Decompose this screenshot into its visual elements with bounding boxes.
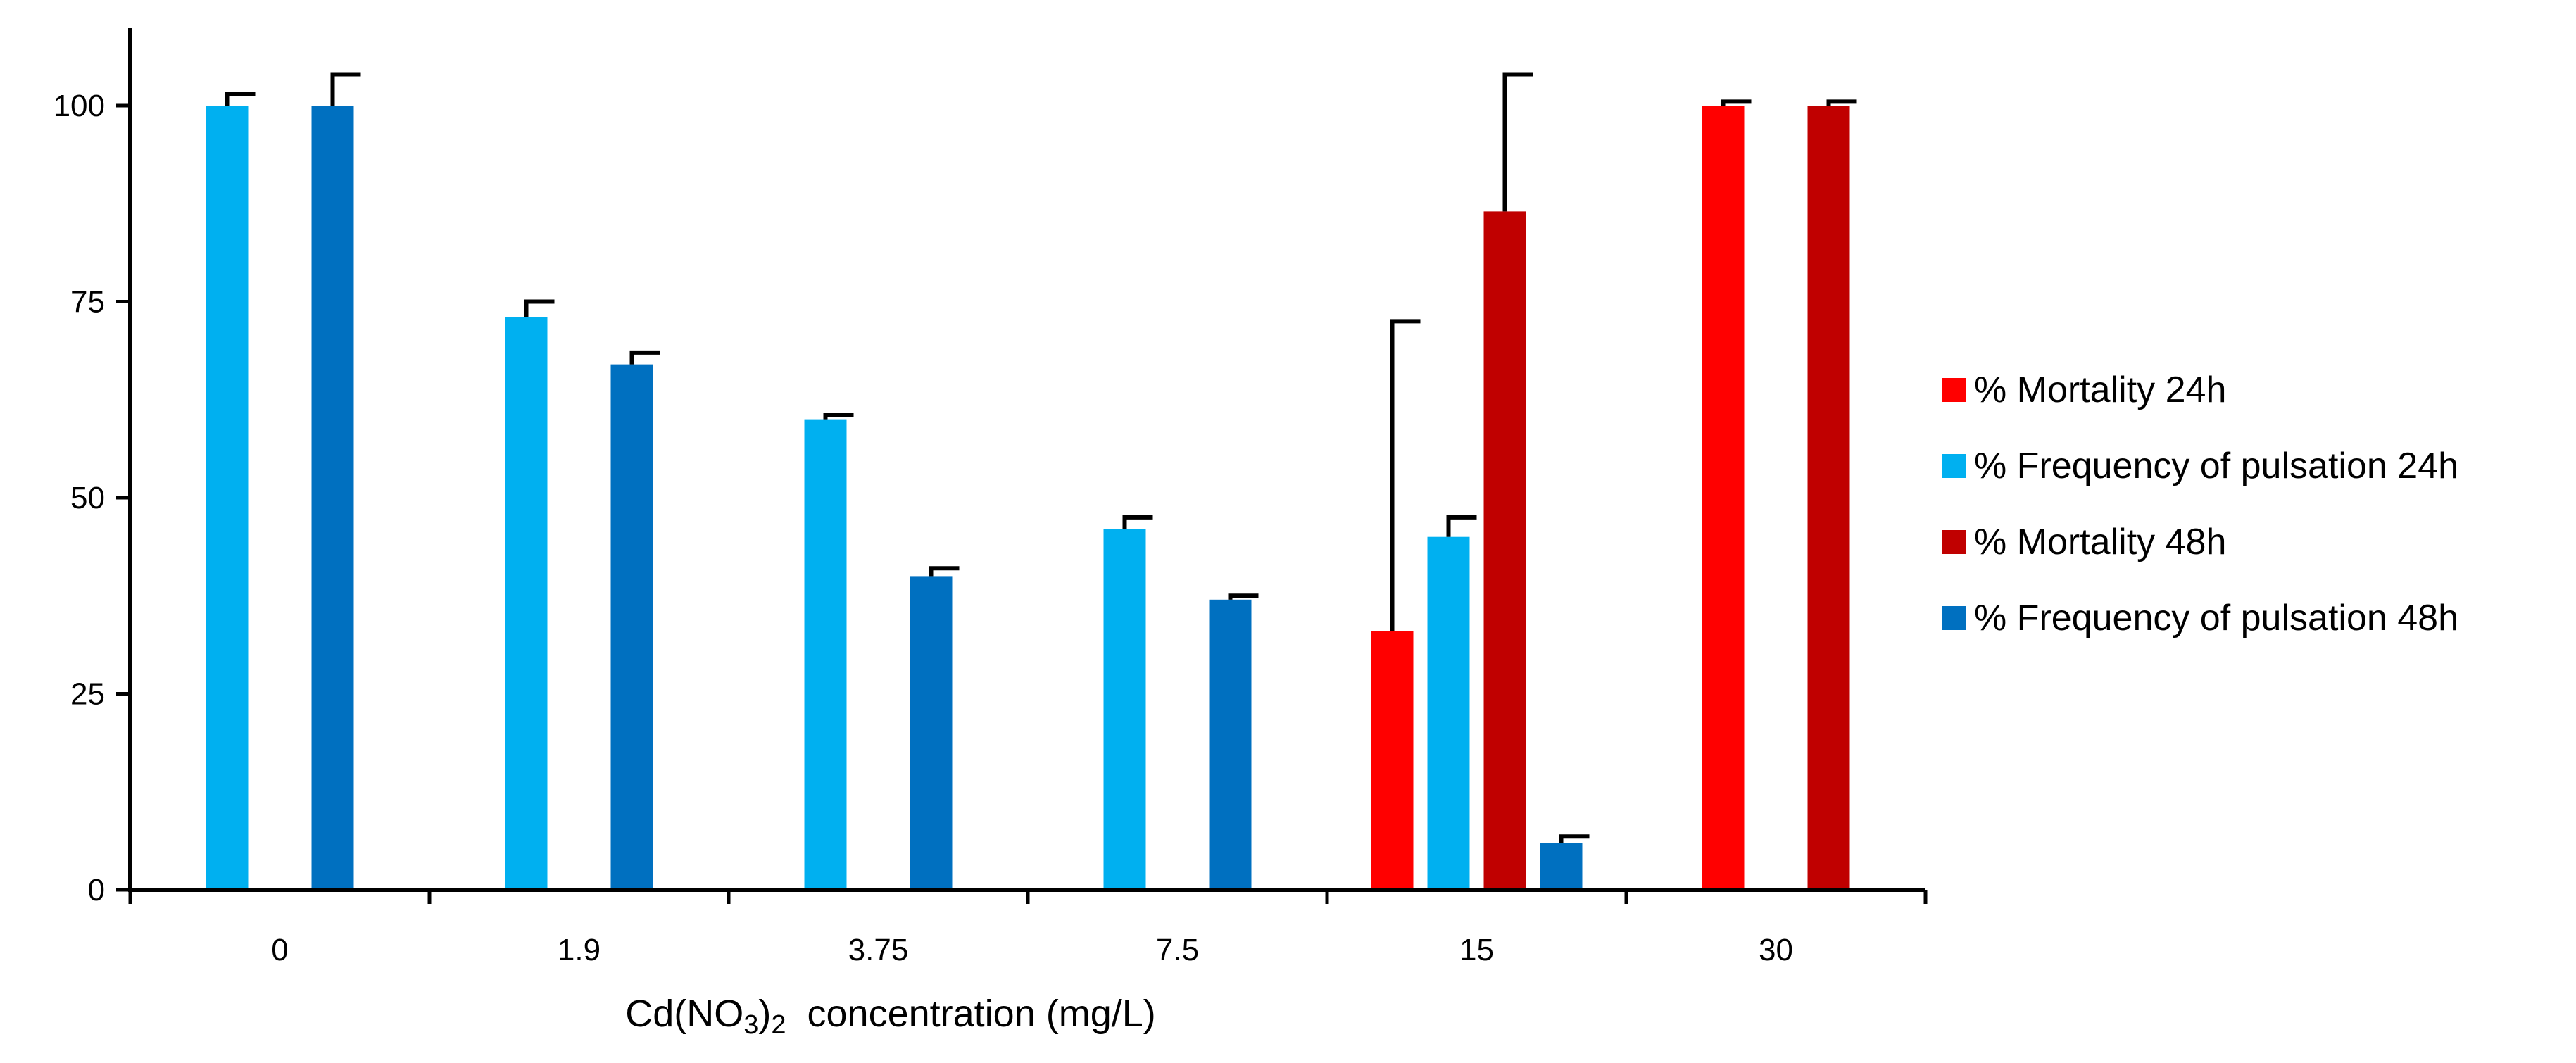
legend: % Mortality 24h % Frequency of pulsation … [1942, 370, 2458, 639]
x-axis-title: Cd(NO3)2 concentration (mg/L) [625, 993, 1156, 1040]
x-tick-label: 0 [271, 933, 288, 967]
bar [910, 576, 953, 890]
legend-label: % Mortality 24h [1974, 370, 2226, 410]
bar [311, 106, 354, 890]
bar [1209, 599, 1252, 890]
bar [804, 419, 847, 890]
legend-swatch [1942, 378, 1966, 402]
y-tick-label: 100 [54, 89, 105, 123]
bar [1103, 529, 1146, 890]
bar [1427, 536, 1470, 890]
bar [206, 106, 249, 890]
legend-label: % Frequency of pulsation 24h [1974, 446, 2458, 486]
legend-swatch [1942, 606, 1966, 630]
legend-label: % Frequency of pulsation 48h [1974, 598, 2458, 639]
x-axis: 0 1.9 3.75 7.5 15 30 [128, 888, 1928, 967]
x-tick-label: 3.75 [848, 933, 909, 967]
legend-label: % Mortality 48h [1974, 522, 2226, 562]
legend-swatch [1942, 530, 1966, 554]
bar [1540, 843, 1583, 890]
y-tick-label: 25 [70, 677, 105, 712]
bar [1702, 106, 1745, 890]
bar [1371, 631, 1414, 890]
bar [505, 317, 548, 890]
plot-area [206, 72, 1857, 890]
bar [1483, 211, 1526, 890]
x-tick-label: 7.5 [1156, 933, 1199, 967]
x-tick-label: 30 [1759, 933, 1793, 967]
legend-swatch [1942, 454, 1966, 478]
x-tick-label: 15 [1459, 933, 1494, 967]
y-tick-label: 0 [88, 873, 105, 907]
y-axis: 0 25 50 75 100 [54, 28, 132, 907]
bar [1807, 106, 1850, 890]
bar [610, 364, 653, 890]
y-tick-label: 75 [70, 285, 105, 320]
y-tick-label: 50 [70, 481, 105, 515]
x-tick-label: 1.9 [558, 933, 601, 967]
